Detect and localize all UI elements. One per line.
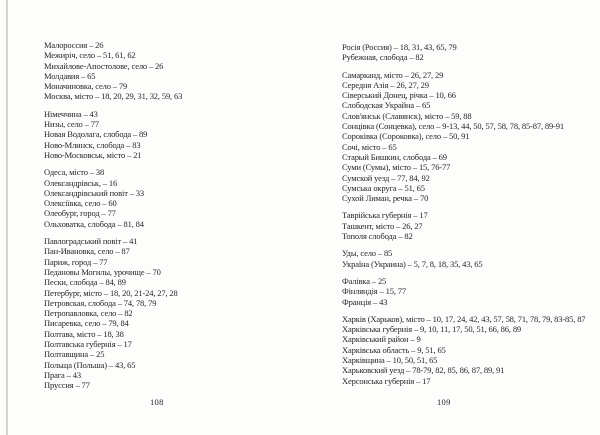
index-entry: Москва, місто – 18, 20, 29, 31, 32, 59, … <box>44 91 183 102</box>
index-entry: Петровская, слобода – 74, 78, 79 <box>44 297 157 308</box>
index-entry: Фінляндія – 15, 77 <box>342 286 406 297</box>
index-group: Фалівка – 25 Фінляндія – 15, 77 Франція – … <box>330 276 596 307</box>
index-entry: Сороківка (Сороковка), село – 50, 91 <box>342 131 470 142</box>
index-entry: Писаревка, село – 79, 84 <box>44 318 129 329</box>
index-entry: Павлоградський повіт – 41 <box>44 236 138 247</box>
index-entry: Ташкент, місто – 26, 27 <box>342 220 423 231</box>
index-group: Росія (Россия) – 18, 31, 43, 65, 79 Рубеж… <box>330 42 596 63</box>
index-entry: Новая Водолага, слобода – 89 <box>44 129 148 140</box>
index-entry: Польща (Польша) – 43, 65 <box>44 359 136 370</box>
index-entry: Полтавщина – 25 <box>44 349 105 360</box>
index-entry: Молдавия – 65 <box>44 70 96 81</box>
page-number-right: 109 <box>437 397 451 407</box>
index-entry: Ново-Московськ, місто – 21 <box>44 149 142 160</box>
index-group: Павлоградський повіт – 41 Пан-Ивановка, с… <box>32 236 288 390</box>
index-entry: Олександрівськ, – 16 <box>44 177 118 188</box>
index-group: Самарканд, місто – 26, 27, 29 Середня Азі… <box>330 70 596 204</box>
index-entry: Пески, слобода – 84, 89 <box>44 277 126 288</box>
index-entry: Олександрівський повіт – 33 <box>44 187 145 198</box>
index-group: Харків (Харьков), місто – 10, 17, 24, 42… <box>330 314 596 386</box>
index-entry: Тополя слобода – 82 <box>342 231 413 242</box>
index-entry: Сонцівка (Сонцевка), село – 9-13, 44, 50… <box>342 121 565 132</box>
index-entry: Малороссия – 26 <box>44 40 104 50</box>
index-entry: Харківська область – 9, 51, 65 <box>342 344 446 355</box>
index-entry: Михайлове-Апостолове, село – 26 <box>44 60 164 71</box>
right-page-index-column: Росія (Россия) – 18, 31, 43, 65, 79 Рубеж… <box>330 42 596 386</box>
index-entry: Педановы Могилы, урочище – 70 <box>44 266 161 277</box>
index-entry: Харківщина – 10, 50, 51, 65 <box>342 355 438 366</box>
scan-edge-line <box>6 0 8 435</box>
index-entry: Ново-Млинск, слобода – 83 <box>44 139 141 150</box>
page-number-left: 108 <box>150 397 164 407</box>
left-page-index-column: Малороссия – 26 Межиріч, село – 51, 61, 6… <box>32 40 288 391</box>
index-entry: Пруссия – 77 <box>44 380 90 391</box>
index-entry: Старый Бишкин, слобода – 69 <box>342 151 447 162</box>
index-entry: Середня Азія – 26, 27, 29 <box>342 79 429 90</box>
index-entry: Харьковский уезд – 78-79, 82, 85, 86, 87… <box>342 365 505 376</box>
index-entry: Франція – 43 <box>342 296 388 307</box>
index-entry: Межиріч, село – 51, 61, 62 <box>44 50 136 61</box>
index-entry: Харківська губернія – 9, 10, 11, 17, 50,… <box>342 324 522 335</box>
index-group: Німеччина – 43 Низы, село – 77 Новая Водол… <box>32 109 288 160</box>
index-entry: Сіверський Донец, річка – 10, 66 <box>342 90 456 101</box>
index-group: Одеса, місто – 38 Олександрівськ, – 16 Оле… <box>32 167 288 229</box>
index-entry: Слободская Украйна – 65 <box>342 100 431 111</box>
index-entry: Німеччина – 43 <box>44 108 98 119</box>
index-entry: Сумська округа – 51, 65 <box>342 182 425 193</box>
index-group: Уды, село – 85 Україна (Украина) – 5, 7, … <box>330 248 596 269</box>
index-entry: Таврійська губернія – 17 <box>342 210 428 221</box>
index-entry: Уды, село – 85 <box>342 248 393 259</box>
index-entry: Петербург, місто – 18, 20, 21-24, 27, 28 <box>44 287 178 298</box>
index-entry: Харківський район – 9 <box>342 334 421 345</box>
index-entry: Низы, село – 77 <box>44 119 99 130</box>
index-entry: Фалівка – 25 <box>342 275 387 286</box>
index-entry: Олеобург, город – 77 <box>44 208 116 219</box>
index-entry: Полтава, місто – 18, 38 <box>44 328 124 339</box>
index-entry: Сумской уезд – 77, 84, 92 <box>342 172 430 183</box>
index-entry: Слов'янськ (Славянск), місто – 59, 88 <box>342 110 472 121</box>
index-entry: Петропавловка, село – 82 <box>44 308 133 319</box>
index-entry: Одеса, місто – 38 <box>44 167 105 178</box>
index-entry: Пан-Ивановка, село – 87 <box>44 246 130 257</box>
index-entry: Олексіївка, село – 60 <box>44 198 117 209</box>
index-entry: Полтавська губернія – 17 <box>44 339 132 350</box>
index-entry: Росія (Россия) – 18, 31, 43, 65, 79 <box>342 42 457 52</box>
index-entry: Харків (Харьков), місто – 10, 17, 24, 42… <box>342 313 586 324</box>
index-entry: Сухой Лиман, речка – 70 <box>342 193 429 204</box>
index-entry: Самарканд, місто – 26, 27, 29 <box>342 69 444 80</box>
index-group: Таврійська губернія – 17 Ташкент, місто –… <box>330 210 596 241</box>
index-entry: Україна (Украина) – 5, 7, 8, 18, 35, 43,… <box>342 258 483 269</box>
index-entry: Херсонська губернія – 17 <box>342 375 431 386</box>
index-entry: Ольховатка, слобода – 81, 84 <box>44 218 144 229</box>
index-entry: Сочі, місто – 65 <box>342 141 397 152</box>
index-entry: Суми (Сумы), місто – 15, 76-77 <box>342 162 451 173</box>
index-entry: Моначиновка, село – 79 <box>44 81 128 92</box>
index-group: Малороссия – 26 Межиріч, село – 51, 61, 6… <box>32 40 288 102</box>
index-entry: Рубежная, слобода – 82 <box>342 52 424 63</box>
index-entry: Прага – 43 <box>44 369 81 380</box>
index-entry: Париж, город – 77 <box>44 256 108 267</box>
